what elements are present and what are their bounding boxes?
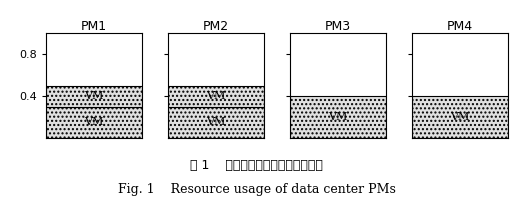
Title: PM3: PM3 <box>325 20 351 33</box>
Text: VM: VM <box>328 112 348 122</box>
Bar <box>168 86 264 107</box>
Title: PM4: PM4 <box>447 20 473 33</box>
Bar <box>290 96 386 138</box>
Text: Fig. 1    Resource usage of data center PMs: Fig. 1 Resource usage of data center PMs <box>117 183 396 196</box>
Text: VM: VM <box>450 112 470 122</box>
Bar <box>412 96 508 138</box>
Text: VM: VM <box>84 117 104 127</box>
Text: 图 1    数据中心物理机资源使用情况: 图 1 数据中心物理机资源使用情况 <box>190 159 323 172</box>
Title: PM2: PM2 <box>203 20 229 33</box>
Bar <box>168 107 264 138</box>
Text: VM: VM <box>206 91 226 101</box>
Bar <box>46 86 142 107</box>
Text: VM: VM <box>206 117 226 127</box>
Title: PM1: PM1 <box>81 20 107 33</box>
Bar <box>46 107 142 138</box>
Text: VM: VM <box>84 91 104 101</box>
